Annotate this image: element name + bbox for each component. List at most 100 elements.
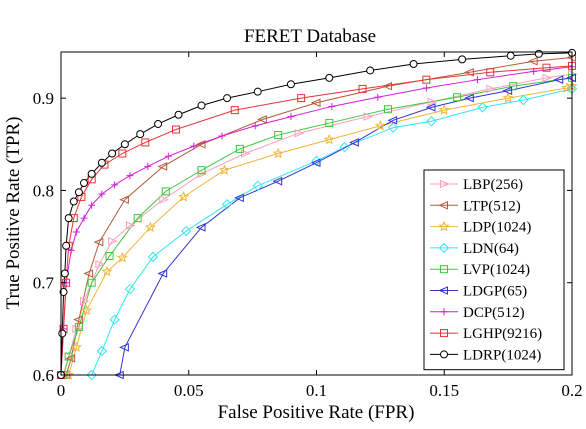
legend-label: LDRP(1024) [463,347,541,363]
series-line [119,77,572,375]
data-point [274,131,283,140]
data-point [126,172,134,180]
x-tick-label: 0.15 [429,381,459,400]
data-point [323,133,335,145]
data-point [95,259,106,269]
data-point [534,49,543,58]
data-point [542,73,553,83]
x-tick-label: 0.2 [561,381,582,400]
data-point [81,304,93,316]
data-point [382,81,393,91]
data-point [62,241,71,250]
data-point [464,68,474,77]
data-point [159,195,169,204]
data-point [98,190,106,198]
data-point [286,80,295,89]
data-point [93,237,104,247]
data-point [387,122,399,133]
legend-label: LDN(64) [463,241,519,257]
data-point [440,350,448,359]
data-point [438,104,450,115]
data-point [325,119,334,128]
data-point [60,269,69,278]
data-point [509,82,518,91]
data-point [109,314,120,325]
data-point [486,84,496,94]
x-axis-title: False Positive Rate (FPR) [218,402,415,423]
data-point [144,221,156,233]
data-point [87,278,96,287]
data-point [154,119,163,128]
data-point [440,265,448,274]
data-point [74,188,83,197]
data-point [80,214,88,222]
data-point [111,181,119,189]
data-point [438,220,450,232]
data-point [502,86,513,96]
data-point [240,149,251,158]
data-point [108,149,117,158]
legend-label: LVP(1024) [463,262,530,278]
data-point [157,162,168,171]
data-point [197,166,206,175]
data-point [252,180,263,192]
data-point [427,97,438,107]
chart-title: FERET Database [244,26,376,47]
series-line [68,85,572,375]
data-point [438,242,450,254]
y-axis-title: True Positive Rate (TPR) [3,117,24,310]
x-tick-label: 0 [57,381,66,400]
data-point [294,128,305,138]
data-point [218,132,226,140]
data-point [310,98,321,108]
data-point [230,106,239,115]
data-point [422,75,431,84]
legend-label: DCP(512) [463,305,525,321]
data-point [195,223,206,232]
legend-label: LDGP(65) [463,284,527,300]
data-point [119,343,129,352]
data-point [190,142,198,150]
data-point [195,140,206,149]
data-point [297,94,306,103]
data-point [374,93,382,101]
legend-label: LBP(256) [463,177,523,193]
data-point [366,66,375,75]
data-point [253,87,262,96]
data-point [59,287,68,296]
data-point [502,92,514,103]
data-point [310,158,321,168]
x-tick-label: 0.1 [306,381,327,400]
data-point [440,179,450,189]
data-point [486,68,495,77]
legend-label: LTP(512) [463,198,521,214]
data-point [530,67,538,75]
y-tick-label: 0.7 [33,274,55,293]
data-point [88,201,96,209]
y-tick-label: 0.9 [33,89,54,108]
data-point [174,110,183,119]
data-point [453,93,462,102]
data-point [440,308,448,316]
data-point [287,113,295,121]
data-point [133,214,142,223]
data-point [79,179,88,188]
data-point [144,162,152,170]
data-point [64,352,73,361]
data-point [235,144,244,153]
data-point [257,115,267,124]
data-point [363,112,374,121]
axis-layer: 0 0.05 0.1 0.15 0.2 0.6 0.7 0.8 0.9 [33,52,583,400]
y-tick-label: 0.8 [33,181,54,200]
data-point [464,93,474,103]
data-point [473,76,481,84]
series-line [61,66,572,375]
data-point [328,102,336,110]
data-point [527,56,538,66]
data-point [553,75,564,84]
data-point [72,228,80,236]
data-point [358,84,367,93]
data-point [105,251,114,260]
series-line [61,65,572,375]
data-point [69,197,78,206]
